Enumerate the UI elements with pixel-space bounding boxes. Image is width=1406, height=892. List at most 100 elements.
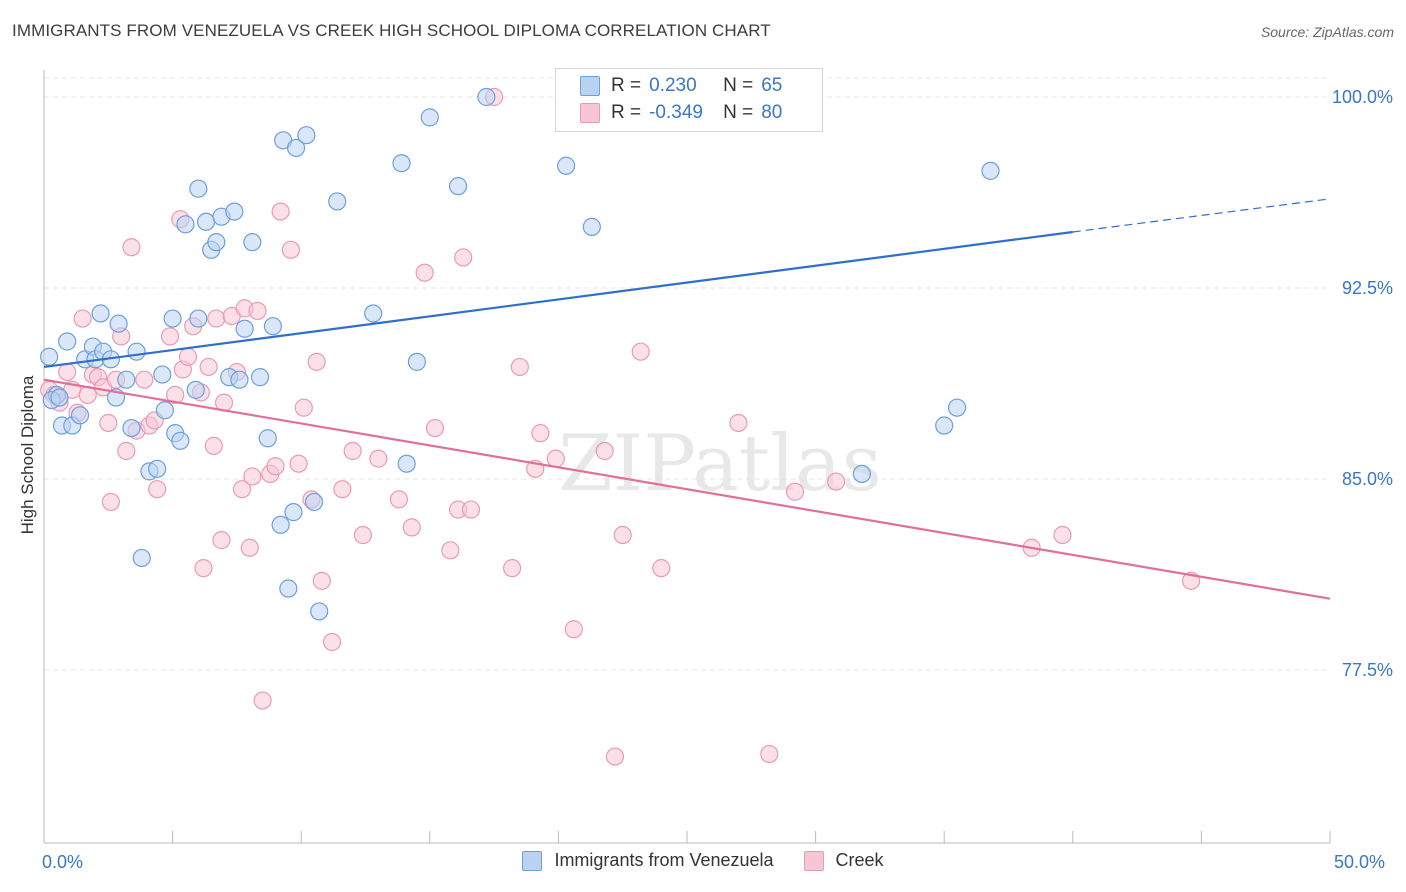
legend-swatch-pink (803, 850, 824, 871)
venezuela-point (397, 454, 416, 473)
venezuela-point (407, 352, 427, 371)
venezuela-trend-extension (1072, 198, 1331, 233)
y-tick-label: 92.5% (1342, 278, 1393, 298)
creek-point (389, 490, 409, 509)
creek-point (785, 482, 805, 501)
y-tick-label: 77.5% (1342, 660, 1393, 680)
legend-r-label: R = (611, 102, 642, 123)
creek-point (248, 301, 267, 321)
creek-point (294, 398, 313, 417)
creek-point (166, 385, 185, 405)
venezuela-point (286, 138, 306, 158)
creek-point (122, 238, 141, 257)
creek-point (266, 457, 285, 476)
venezuela-point (420, 108, 439, 127)
creek-point (503, 559, 522, 578)
venezuela-point (163, 309, 182, 328)
creek-point (160, 327, 180, 346)
legend-r-label: R = (611, 75, 642, 96)
y-tick-label: 85.0% (1342, 469, 1393, 489)
creek-point (178, 347, 198, 366)
creek-point (271, 202, 290, 221)
venezuela-point (117, 370, 136, 389)
chart-title: IMMIGRANTS FROM VENEZUELA VS CREEK HIGH … (12, 21, 771, 40)
creek-point (1053, 525, 1072, 545)
creek-point (605, 747, 625, 766)
creek-point (546, 449, 565, 468)
venezuela-point (250, 368, 270, 387)
legend-item-creek[interactable]: Creek (803, 850, 884, 871)
legend-swatch-blue (580, 76, 600, 96)
creek-points (40, 87, 1201, 766)
venezuela-point (947, 398, 967, 417)
creek-point (58, 362, 77, 382)
creek-point (425, 418, 445, 438)
venezuela-point (50, 388, 69, 407)
creek-point (289, 454, 308, 473)
creek-point (613, 525, 632, 545)
creek-point (652, 559, 671, 578)
legend-r-value: -0.349 (649, 102, 703, 123)
venezuela-point (582, 217, 601, 236)
venezuela-point (935, 416, 954, 435)
series-legend: Immigrants from Venezuela Creek (0, 850, 1406, 871)
creek-point (212, 531, 231, 550)
venezuela-point (148, 459, 167, 478)
legend-n-label: N = (723, 102, 754, 123)
legend-r-value: 0.230 (649, 75, 697, 96)
creek-point (415, 263, 434, 282)
creek-point (353, 525, 373, 545)
creek-point (253, 691, 272, 710)
venezuela-point (132, 548, 151, 568)
creek-point (207, 309, 226, 328)
legend-swatch-pink (580, 103, 600, 123)
axes (43, 70, 1331, 844)
venezuela-point (235, 319, 254, 338)
creek-point (564, 620, 583, 639)
creek-point (322, 632, 342, 652)
venezuela-point (196, 212, 216, 231)
creek-point (531, 424, 550, 443)
creek-point (148, 480, 167, 499)
creek-point (312, 571, 331, 590)
creek-point (240, 538, 259, 557)
creek-point (99, 413, 118, 433)
legend-row-venezuela: R = 0.230 N = 65 (580, 73, 782, 99)
creek-point (343, 441, 362, 461)
legend-swatch-blue (522, 850, 543, 871)
creek-point (194, 559, 213, 578)
creek-point (333, 480, 352, 499)
venezuela-point (364, 304, 383, 323)
venezuela-point (852, 464, 871, 484)
creek-point (729, 413, 748, 433)
creek-point (204, 436, 223, 455)
legend-n-value: 65 (761, 75, 783, 96)
legend-item-venezuela[interactable]: Immigrants from Venezuela (522, 850, 774, 871)
venezuela-point (279, 579, 298, 598)
creek-point (307, 352, 326, 371)
legend-n-value: 80 (761, 102, 783, 123)
creek-point (117, 441, 136, 461)
creek-point (461, 500, 481, 519)
creek-point (595, 441, 614, 461)
creek-point (631, 342, 650, 361)
legend-row-creek: R = -0.349 N = 80 (580, 100, 782, 126)
y-tick-labels: 100.0% 92.5% 85.0% 77.5% (1332, 87, 1393, 680)
creek-point (232, 480, 252, 499)
creek-point (441, 541, 460, 560)
trend-lines (43, 198, 1331, 600)
creek-point (510, 357, 529, 377)
venezuela-point (304, 492, 324, 512)
venezuela-point (448, 177, 468, 196)
creek-point (281, 240, 301, 259)
venezuela-points (40, 87, 1000, 621)
venezuela-point (207, 233, 226, 252)
venezuela-point (70, 406, 90, 425)
venezuela-point (263, 317, 283, 336)
venezuela-point (230, 370, 249, 389)
venezuela-point (189, 179, 208, 198)
venezuela-point (171, 431, 190, 450)
venezuela-point (127, 342, 146, 361)
venezuela-point (477, 87, 496, 107)
venezuela-point (258, 429, 277, 448)
